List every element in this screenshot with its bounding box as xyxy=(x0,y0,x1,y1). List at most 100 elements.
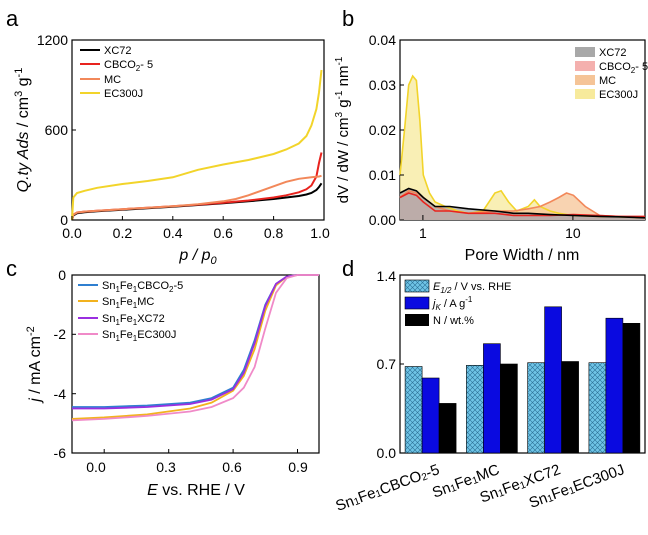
panel-a-xtick-label: 0.8 xyxy=(264,225,284,241)
panel-b-xlabel: Pore Width / nm xyxy=(465,247,580,264)
panel-b-legend-swatch xyxy=(575,89,595,99)
pore-line-cbco2-5 xyxy=(399,192,645,218)
panel-b-letter: b xyxy=(342,6,354,31)
panel-c-plot-area xyxy=(71,274,320,454)
bar-n-wt-sn1fe1cbco2-5 xyxy=(438,403,457,454)
panel-b-ylabel: dV / dW / cm3 g-1 nm-1 xyxy=(334,56,352,203)
panel-a-xtick-label: 0.4 xyxy=(163,225,183,241)
lsv-curve-sn1fe1xc72 xyxy=(72,274,319,410)
panel-a-ytick-label: 1200 xyxy=(37,32,68,48)
bar-n-wt-sn1fe1xc72 xyxy=(561,361,579,454)
panel-c-marks xyxy=(71,274,319,422)
panel-d-legend-swatch xyxy=(404,296,430,310)
panel-b-ytick-label: 0.02 xyxy=(369,122,396,138)
panel-d-legend-label: jK / A g-1 xyxy=(431,295,473,312)
lsv-curve-sn1fe1cbco2-5 xyxy=(72,274,319,408)
panel-a: a 0 600 1200 0.0 0.2 0.4 0.6 0.8 1.0 p /… xyxy=(6,6,330,267)
panel-c-ylabel: j / mA cm-2 xyxy=(25,326,44,404)
bar-jk-a-g-1-sn1fe1ec300j xyxy=(605,317,624,454)
panel-b-xtick-label: 1 xyxy=(419,225,427,241)
panel-c-xtick-label: 0.3 xyxy=(156,459,176,475)
panel-c-legend-label: Sn1Fe1MC xyxy=(102,296,154,310)
isotherm-line-xc72 xyxy=(71,182,323,221)
panel-b-marks xyxy=(399,74,646,220)
panel-d-xtick-labels: Sn1Fe1CBCO2-5 Sn1Fe1MC Sn1Fe1XC72 Sn1Fe1… xyxy=(333,462,626,515)
panel-b: b 0.00 0.01 0.02 0.03 0.04 1 10 Pore Wid… xyxy=(334,6,648,264)
panel-b-xticks: 1 10 xyxy=(419,215,581,241)
panel-a-xlabel: p / p0 xyxy=(178,247,217,267)
bar-e1-2-v-vs-rhe-sn1fe1cbco2-5 xyxy=(404,366,423,454)
panel-a-ytick-label: 600 xyxy=(45,122,69,138)
panel-d-marks xyxy=(404,306,641,454)
isotherm-line-ec300j xyxy=(71,69,323,221)
panel-c-xtick-label: 0.6 xyxy=(222,459,242,475)
panel-d-yticks: 1.4 0.7 0.0 xyxy=(377,268,404,461)
panel-d-legend-swatch xyxy=(405,314,429,326)
panel-d-legend-label: N / wt.% xyxy=(433,315,474,327)
panel-d-letter: d xyxy=(342,256,354,281)
bar-e1-2-v-vs-rhe-sn1fe1xc72 xyxy=(527,362,545,454)
panel-c-xticks: 0.0 0.3 0.6 0.9 xyxy=(86,449,308,475)
panel-b-ytick-label: 0.04 xyxy=(369,32,396,48)
panel-c-ytick-label: -2 xyxy=(54,326,67,342)
panel-a-legend: XC72 CBCO2- 5 MC EC300J xyxy=(80,45,153,100)
panel-c-legend: Sn1Fe1CBCO2-5 Sn1Fe1MC Sn1Fe1XC72 Sn1Fe1… xyxy=(78,280,183,343)
panel-b-legend-swatch xyxy=(575,61,595,71)
panel-d-ytick-label: 1.4 xyxy=(377,268,397,284)
panel-b-legend-label: EC300J xyxy=(599,89,638,101)
panel-b-legend-label: MC xyxy=(599,75,616,87)
panel-c-xtick-label: 0.9 xyxy=(288,459,308,475)
panel-b-legend: XC72 CBCO2- 5 MC EC300J xyxy=(575,47,648,101)
panel-b-legend-swatch xyxy=(575,47,595,57)
panel-a-xticks: 0.0 0.2 0.4 0.6 0.8 1.0 xyxy=(62,216,330,241)
panel-c-ytick-label: -6 xyxy=(54,445,67,461)
panel-b-legend-swatch xyxy=(575,75,595,85)
panel-b-yticks: 0.00 0.01 0.02 0.03 0.04 xyxy=(369,32,404,228)
panel-c-ytick-label: -4 xyxy=(54,386,67,402)
panel-b-ytick-label: 0.01 xyxy=(369,167,396,183)
bar-jk-a-g-1-sn1fe1mc xyxy=(483,343,501,454)
bar-n-wt-sn1fe1ec300j xyxy=(622,322,641,454)
panel-a-xtick-label: 0.6 xyxy=(213,225,233,241)
panel-a-xtick-label: 0.0 xyxy=(62,225,82,241)
panel-b-legend-label: XC72 xyxy=(599,47,627,59)
panel-d-ytick-label: 0.7 xyxy=(377,356,397,372)
panel-a-legend-label: CBCO2- 5 xyxy=(104,59,153,73)
bar-jk-a-g-1-sn1fe1xc72 xyxy=(544,306,562,454)
bar-jk-a-g-1-sn1fe1cbco2-5 xyxy=(421,377,440,454)
panel-c-xtick-label: 0.0 xyxy=(86,459,106,475)
panel-c-legend-label: Sn1Fe1EC300J xyxy=(102,329,176,343)
bar-e1-2-v-vs-rhe-sn1fe1ec300j xyxy=(588,362,607,454)
panel-c-legend-label: Sn1Fe1XC72 xyxy=(102,313,165,327)
panel-c-letter: c xyxy=(6,256,17,281)
panel-b-ytick-label: 0.03 xyxy=(369,77,396,93)
panel-c: c 0 -2 -4 -6 0.0 0.3 0.6 0.9 E vs. RHE /… xyxy=(6,256,320,499)
pore-line-xc72 xyxy=(399,187,646,219)
panel-d-legend: E1/2 / V vs. RHE jK / A g-1 N / wt.% xyxy=(404,279,511,327)
panel-c-legend-label: Sn1Fe1CBCO2-5 xyxy=(102,280,183,294)
panel-a-legend-label: MC xyxy=(104,74,121,86)
panel-a-xtick-label: 0.2 xyxy=(113,225,133,241)
bar-e1-2-v-vs-rhe-sn1fe1mc xyxy=(466,364,484,454)
panel-b-ytick-label: 0.00 xyxy=(369,212,396,228)
lsv-curve-sn1fe1ec300j xyxy=(71,274,319,422)
panel-d-legend-swatch xyxy=(404,279,430,293)
panel-c-yticks: 0 -2 -4 -6 xyxy=(54,267,76,461)
panel-d-category-label: Sn1Fe1CBCO2-5 xyxy=(333,462,441,515)
panel-a-marks xyxy=(71,69,323,221)
panel-d-legend-label: E1/2 / V vs. RHE xyxy=(433,281,511,295)
panel-b-legend-label: CBCO2- 5 xyxy=(599,61,648,75)
panel-b-xtick-label: 10 xyxy=(565,225,581,241)
panel-c-xlabel: E vs. RHE / V xyxy=(147,482,245,499)
panel-a-ylabel: Q.ty Ads / cm3 g-1 xyxy=(13,68,32,193)
panel-a-ytick-label: 0 xyxy=(60,212,68,228)
panel-d-ytick-label: 0.0 xyxy=(377,445,397,461)
panel-d: d 1.4 0.7 0.0 Sn1Fe1CBCO2-5 Sn1Fe1MC Sn1… xyxy=(333,256,646,515)
pore-line-ec300j xyxy=(399,74,646,219)
panel-a-legend-label: XC72 xyxy=(104,45,132,57)
panel-a-xtick-label: 1.0 xyxy=(310,225,330,241)
bar-n-wt-sn1fe1mc xyxy=(500,363,518,454)
panel-a-letter: a xyxy=(6,6,19,31)
panel-c-ytick-label: 0 xyxy=(58,267,66,283)
